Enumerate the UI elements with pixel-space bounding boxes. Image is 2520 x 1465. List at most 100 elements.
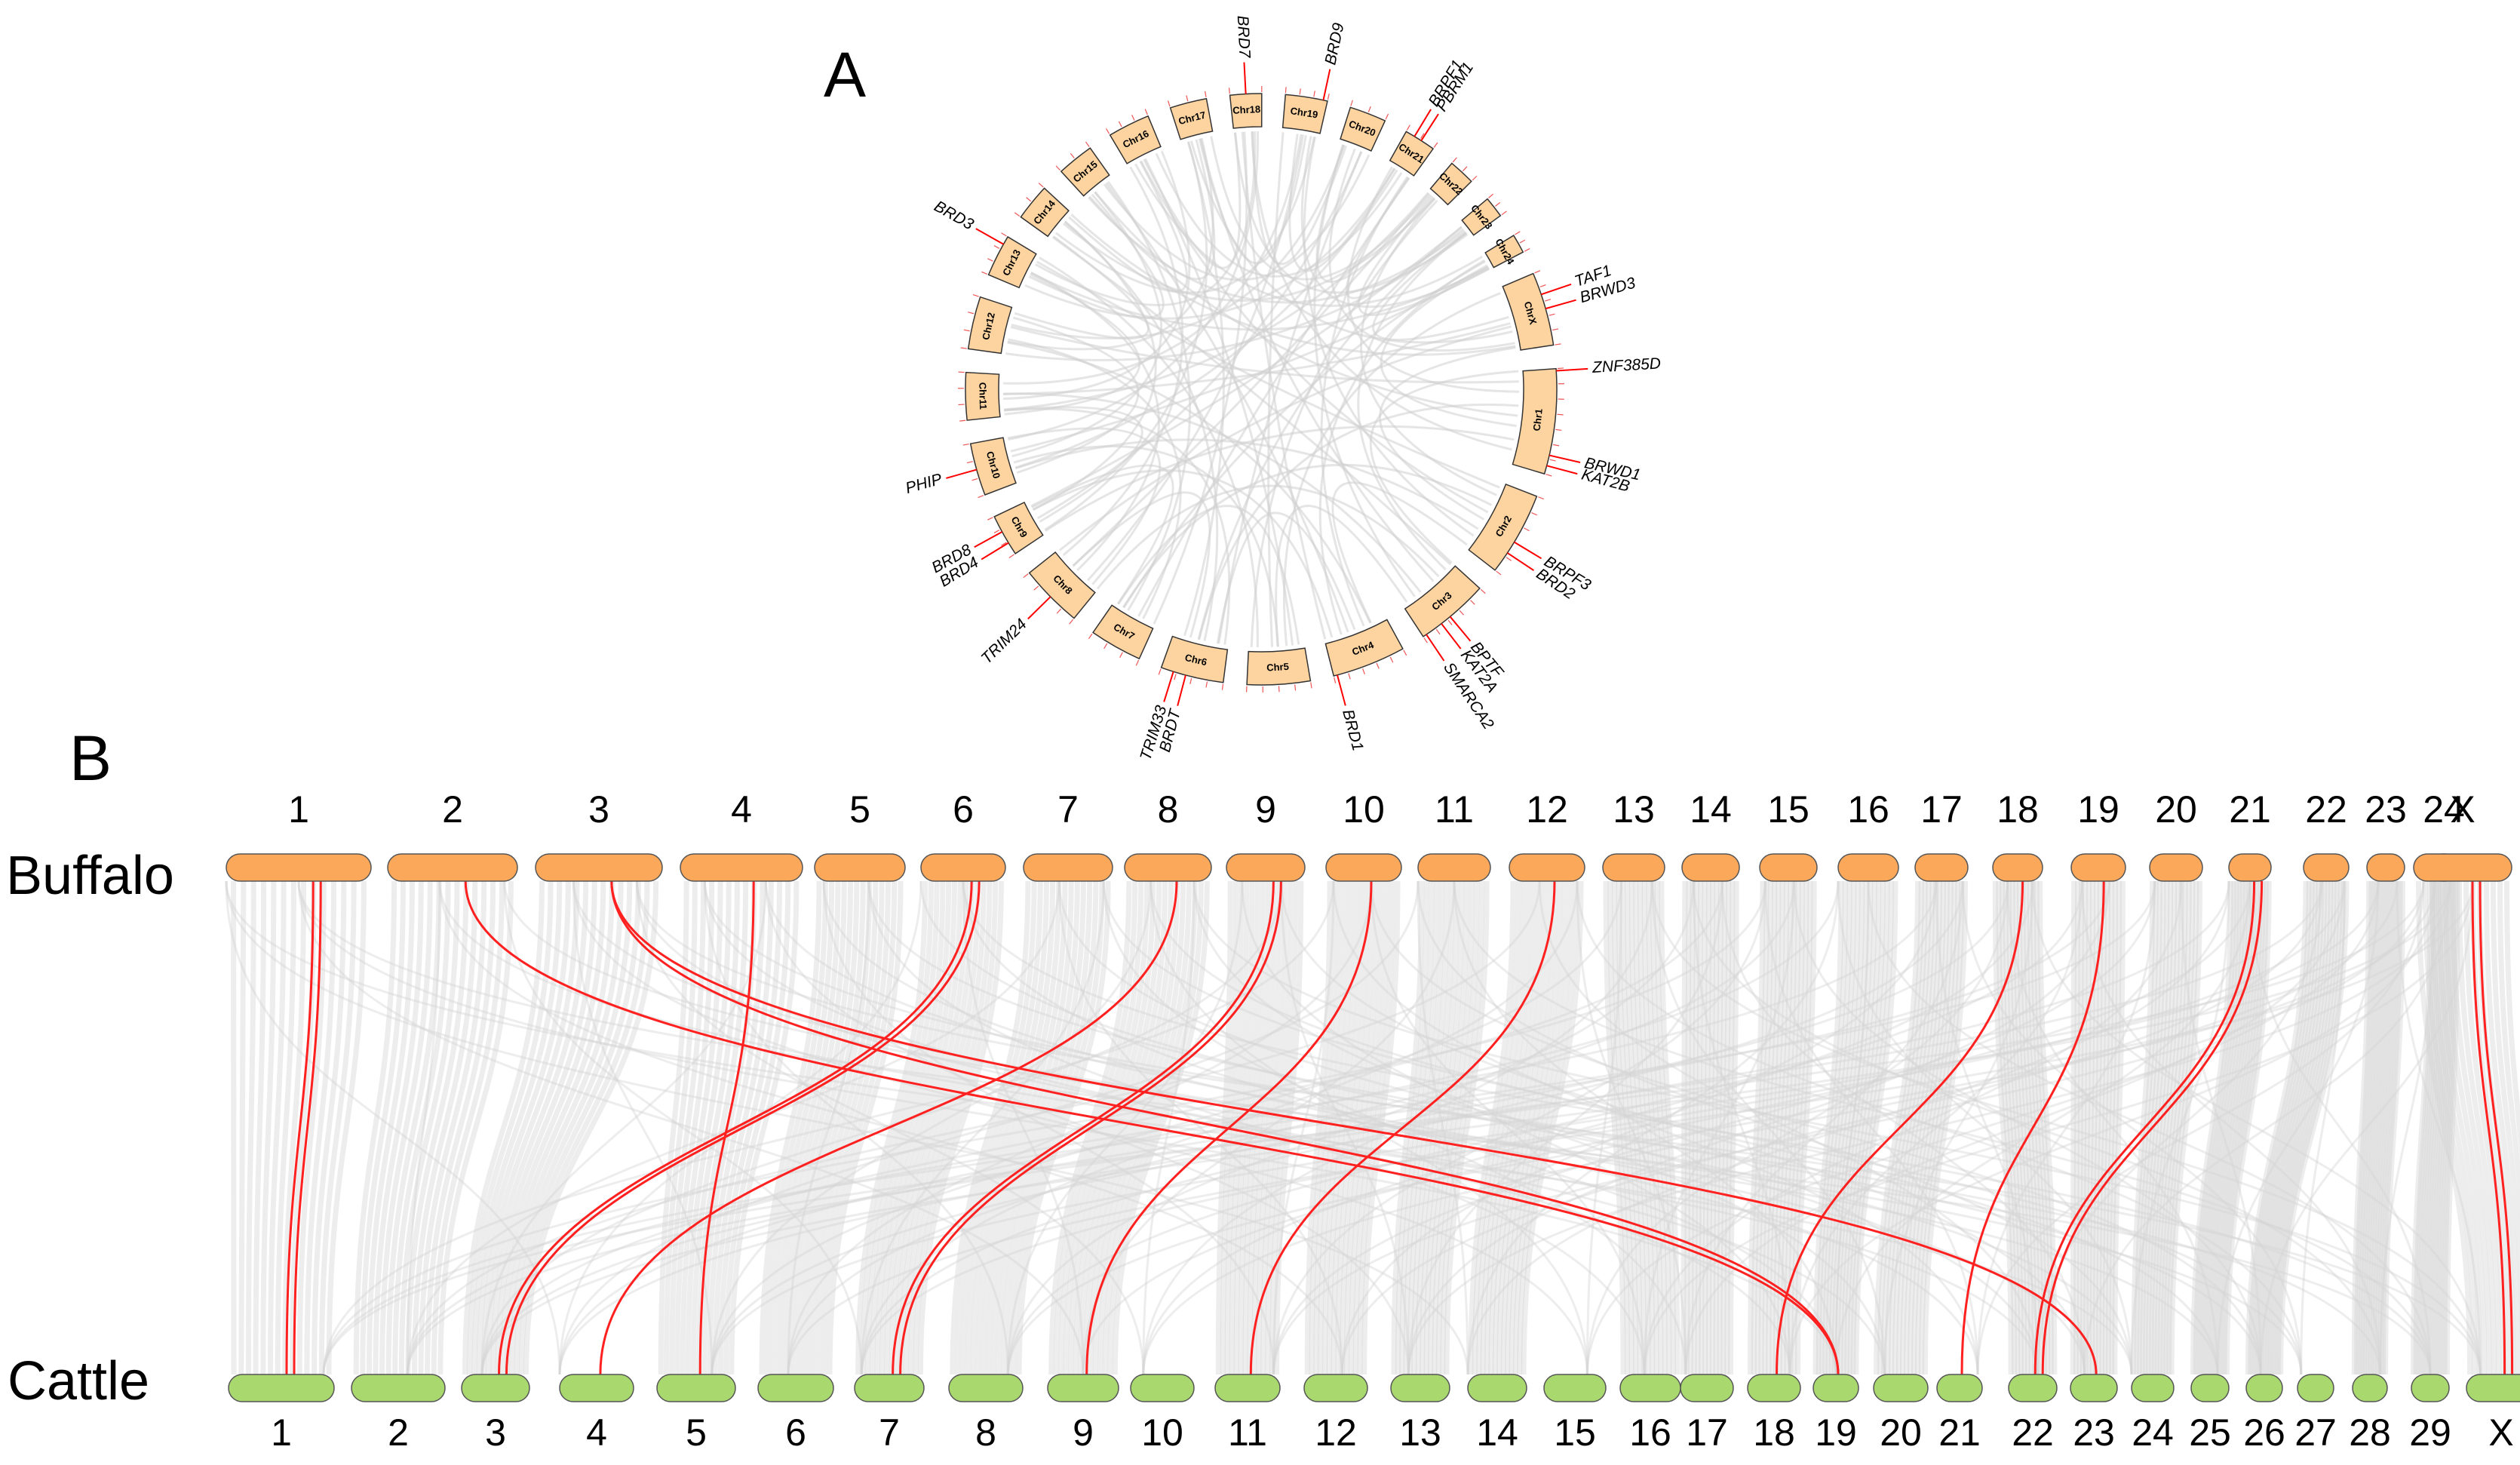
cattle-chromosome-5 bbox=[656, 1374, 736, 1402]
circos-tick bbox=[1106, 128, 1110, 134]
circos-link bbox=[1315, 144, 1435, 283]
synteny-link bbox=[1638, 880, 1659, 1375]
panel-b-label: B bbox=[69, 723, 112, 794]
synteny-link bbox=[2224, 880, 2272, 1375]
circos-tick bbox=[1001, 232, 1007, 237]
synteny-link bbox=[2216, 880, 2380, 1375]
synteny-link bbox=[2169, 880, 2202, 1375]
circos-tick bbox=[1131, 115, 1135, 121]
synteny-link bbox=[1992, 880, 2014, 1375]
synteny-link bbox=[437, 880, 514, 1375]
synteny-link bbox=[1918, 880, 1965, 1375]
gene-marker-bptf bbox=[1449, 616, 1472, 642]
synteny-link bbox=[1322, 880, 1354, 1375]
circos-chromosome-chr8 bbox=[1028, 551, 1096, 619]
synteny-link bbox=[1361, 880, 1401, 1375]
synteny-link bbox=[2145, 880, 2174, 1375]
cattle-chromosome-16 bbox=[1619, 1374, 1681, 1402]
circos-tick bbox=[1285, 87, 1287, 94]
circos-tick bbox=[1524, 247, 1530, 252]
synteny-link bbox=[322, 880, 1335, 1375]
highlighted-link-6-to-3 bbox=[505, 880, 981, 1375]
synteny-link bbox=[1651, 880, 2482, 1375]
synteny-link bbox=[1492, 880, 1547, 1375]
synteny-link bbox=[1233, 880, 1255, 1375]
circos-tick bbox=[1423, 637, 1428, 643]
circos-link bbox=[1251, 131, 1512, 451]
circos-tick bbox=[1033, 585, 1039, 591]
synteny-link bbox=[1720, 880, 1732, 1375]
circos-tick bbox=[1103, 643, 1108, 650]
synteny-link bbox=[2497, 880, 2520, 1220]
circos-tick bbox=[1506, 557, 1512, 561]
synteny-link bbox=[1853, 880, 1898, 1375]
buffalo-chromosome-label: 17 bbox=[1920, 788, 1963, 831]
synteny-link bbox=[1274, 880, 1304, 1375]
synteny-link bbox=[405, 880, 469, 1375]
synteny-link bbox=[480, 880, 2451, 1375]
cattle-chromosome-label: X bbox=[2488, 1411, 2513, 1454]
cattle-chromosome-label: 13 bbox=[1399, 1411, 1441, 1454]
synteny-link bbox=[2214, 880, 2261, 1375]
buffalo-chromosome-4 bbox=[680, 853, 803, 882]
cattle-chromosome-label: 5 bbox=[686, 1411, 707, 1454]
cattle-chromosome-9 bbox=[1047, 1374, 1119, 1402]
synteny-link bbox=[385, 880, 442, 1375]
synteny-link bbox=[1512, 880, 1573, 1375]
circos-link bbox=[1094, 139, 1216, 281]
cattle-chromosome-label: 23 bbox=[2073, 1411, 2115, 1454]
synteny-link bbox=[1699, 880, 1708, 1375]
synteny-link bbox=[297, 880, 1837, 1375]
circos-tick bbox=[1420, 133, 1425, 139]
synteny-link bbox=[2031, 880, 2482, 1375]
buffalo-chromosome-label: 13 bbox=[1613, 788, 1655, 831]
circos-link bbox=[1088, 196, 1466, 304]
synteny-link bbox=[1847, 880, 1890, 1375]
synteny-link bbox=[398, 880, 460, 1375]
synteny-link bbox=[2198, 880, 2242, 1375]
circos-chromosome-ring: Chr1Chr2Chr3Chr4Chr5Chr6Chr7Chr8Chr9Chr1… bbox=[958, 85, 1564, 693]
circos-tick bbox=[1085, 141, 1090, 147]
circos-tick bbox=[1008, 554, 1014, 558]
synteny-link bbox=[1585, 880, 2009, 1375]
highlighted-link-1-to-1 bbox=[285, 880, 315, 1375]
synteny-link bbox=[1717, 880, 1727, 1375]
synteny-link bbox=[2073, 880, 2081, 1375]
synteny-link bbox=[503, 880, 863, 1375]
synteny-link bbox=[1420, 880, 1460, 1375]
circos-tick bbox=[1313, 91, 1315, 97]
synteny-link bbox=[558, 880, 1420, 1375]
gene-label-trim24: TRIM24 bbox=[978, 616, 1030, 668]
synteny-link bbox=[703, 880, 2382, 1375]
gene-label-brd3: BRD3 bbox=[932, 198, 977, 234]
synteny-link bbox=[2484, 880, 2520, 1375]
buffalo-chromosome-label: 3 bbox=[588, 788, 609, 831]
circos-chromosome-chr10 bbox=[969, 437, 1017, 496]
circos-link bbox=[1070, 213, 1516, 356]
synteny-link bbox=[1407, 880, 2451, 1375]
circos-tick bbox=[1501, 210, 1507, 216]
cattle-chromosome-19 bbox=[1812, 1374, 1859, 1402]
synteny-link bbox=[1788, 880, 2083, 1375]
synteny-link bbox=[2411, 880, 2433, 1375]
synteny-link bbox=[703, 880, 1009, 1375]
synteny-link bbox=[635, 880, 2482, 1375]
synteny-link bbox=[2365, 880, 2387, 1375]
synteny-link bbox=[1280, 880, 1410, 1375]
circos-link bbox=[1198, 134, 1307, 265]
synteny-link bbox=[1844, 880, 1886, 1375]
synteny-link bbox=[1834, 880, 1870, 1375]
cattle-chromosome-label: 3 bbox=[485, 1411, 506, 1454]
synteny-link bbox=[1764, 880, 1979, 1375]
synteny-link bbox=[860, 880, 1105, 1375]
synteny-link bbox=[2109, 880, 2122, 1375]
circos-tick bbox=[1174, 674, 1177, 680]
synteny-link bbox=[480, 880, 2110, 1375]
synteny-link bbox=[913, 880, 999, 1375]
cattle-chromosome-label: 24 bbox=[2132, 1411, 2174, 1454]
synteny-link bbox=[486, 880, 589, 1375]
synteny-link bbox=[680, 880, 723, 1375]
synteny-link bbox=[462, 880, 545, 1375]
synteny-link bbox=[985, 880, 1074, 1375]
synteny-link bbox=[1819, 880, 1852, 1375]
